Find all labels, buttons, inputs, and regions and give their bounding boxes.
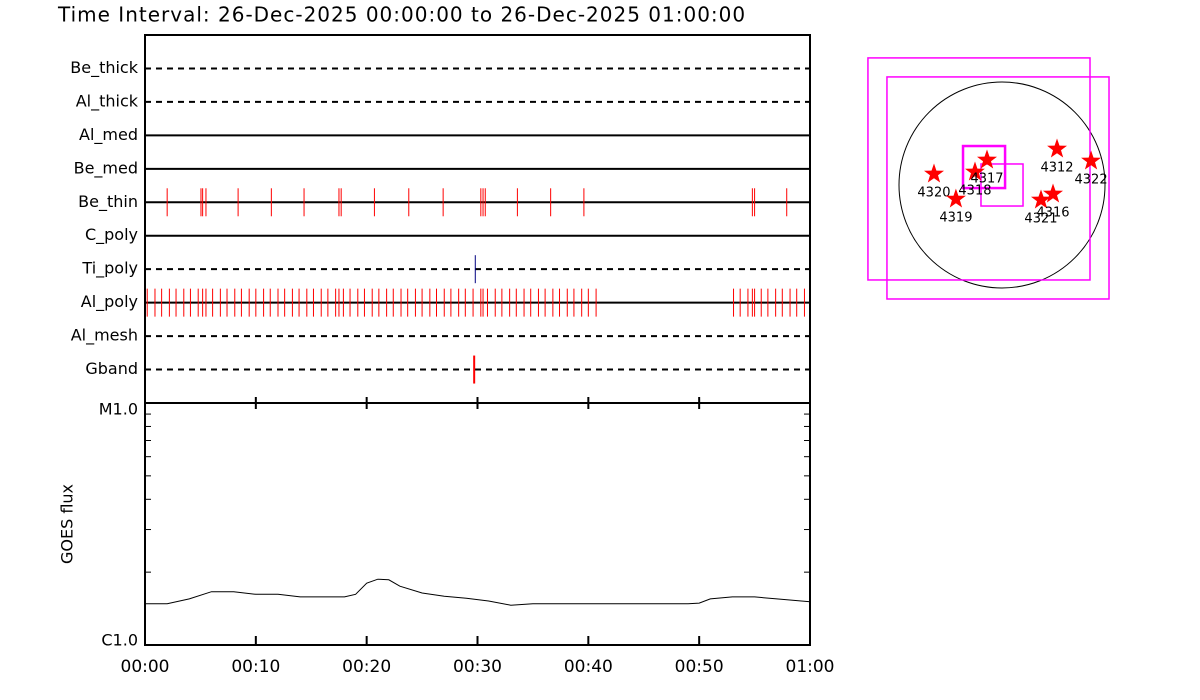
row-label: Al_poly <box>81 292 138 312</box>
x-tick-label: 00:10 <box>231 657 280 677</box>
x-tick-label: 00:00 <box>121 657 170 677</box>
region-label: 4312 <box>1040 160 1073 175</box>
goes-curve <box>145 578 811 606</box>
row-label: Al_mesh <box>71 326 138 346</box>
region-star <box>1047 138 1067 158</box>
row-label: Be_thick <box>70 58 138 78</box>
timeline-frame <box>144 34 811 404</box>
y-tick-label: C1.0 <box>101 631 138 650</box>
region-label: 4320 <box>917 186 950 201</box>
region-label: 4322 <box>1075 173 1108 188</box>
region-star <box>977 149 997 169</box>
region-label: 4319 <box>939 211 972 226</box>
x-tick-label: 00:40 <box>564 657 613 677</box>
x-tick-label: 00:30 <box>453 657 502 677</box>
region-star <box>1031 189 1051 209</box>
x-tick-label: 00:50 <box>675 657 724 677</box>
x-tick-label: 00:20 <box>342 657 391 677</box>
region-label: 4317 <box>970 171 1003 186</box>
region-star <box>946 188 966 208</box>
row-label: Be_med <box>74 158 138 178</box>
region-star <box>924 163 944 183</box>
row-label: Al_med <box>79 125 138 145</box>
x-tick-label: 01:00 <box>786 657 835 677</box>
region-label: 4318 <box>958 184 991 199</box>
fov-box <box>886 76 1110 300</box>
region-label: 4316 <box>1036 205 1069 220</box>
region-star <box>965 161 985 181</box>
fov-box <box>867 57 1091 281</box>
row-label: Ti_poly <box>81 259 138 279</box>
solar-disk <box>898 81 1106 289</box>
y-axis-label: GOES flux <box>58 484 77 564</box>
goes-frame <box>144 402 811 646</box>
row-label: Be_thin <box>78 192 138 212</box>
fov-box <box>980 163 1024 207</box>
fov-box <box>961 144 1007 190</box>
row-label: Gband <box>85 359 138 378</box>
region-label: 4321 <box>1024 212 1057 227</box>
region-star <box>1081 150 1101 170</box>
y-tick-label: M1.0 <box>99 400 138 419</box>
region-star <box>1043 183 1063 203</box>
row-label: C_poly <box>85 225 138 245</box>
chart-title: Time Interval: 26-Dec-2025 00:00:00 to 2… <box>57 3 746 27</box>
row-label: Al_thick <box>76 91 139 111</box>
